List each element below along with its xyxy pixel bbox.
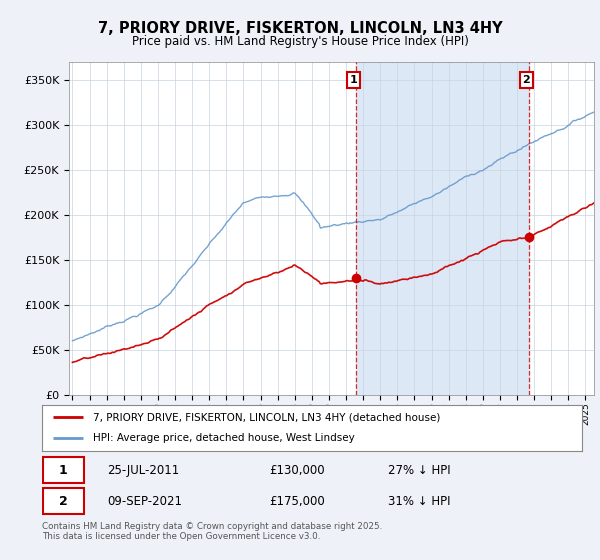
- Text: 1: 1: [349, 75, 357, 85]
- FancyBboxPatch shape: [43, 458, 83, 483]
- Text: 7, PRIORY DRIVE, FISKERTON, LINCOLN, LN3 4HY: 7, PRIORY DRIVE, FISKERTON, LINCOLN, LN3…: [98, 21, 502, 36]
- Text: £130,000: £130,000: [269, 464, 325, 477]
- Text: 09-SEP-2021: 09-SEP-2021: [107, 494, 182, 508]
- Text: 27% ↓ HPI: 27% ↓ HPI: [388, 464, 450, 477]
- Text: HPI: Average price, detached house, West Lindsey: HPI: Average price, detached house, West…: [94, 433, 355, 444]
- Text: 2: 2: [523, 75, 530, 85]
- FancyBboxPatch shape: [43, 488, 83, 514]
- Text: Contains HM Land Registry data © Crown copyright and database right 2025.
This d: Contains HM Land Registry data © Crown c…: [42, 522, 382, 542]
- Bar: [356, 62, 529, 395]
- Text: 25-JUL-2011: 25-JUL-2011: [107, 464, 179, 477]
- Text: 2: 2: [59, 494, 67, 508]
- Text: 7, PRIORY DRIVE, FISKERTON, LINCOLN, LN3 4HY (detached house): 7, PRIORY DRIVE, FISKERTON, LINCOLN, LN3…: [94, 412, 440, 422]
- Text: 1: 1: [59, 464, 67, 477]
- Text: £175,000: £175,000: [269, 494, 325, 508]
- Text: 31% ↓ HPI: 31% ↓ HPI: [388, 494, 450, 508]
- Text: Price paid vs. HM Land Registry's House Price Index (HPI): Price paid vs. HM Land Registry's House …: [131, 35, 469, 48]
